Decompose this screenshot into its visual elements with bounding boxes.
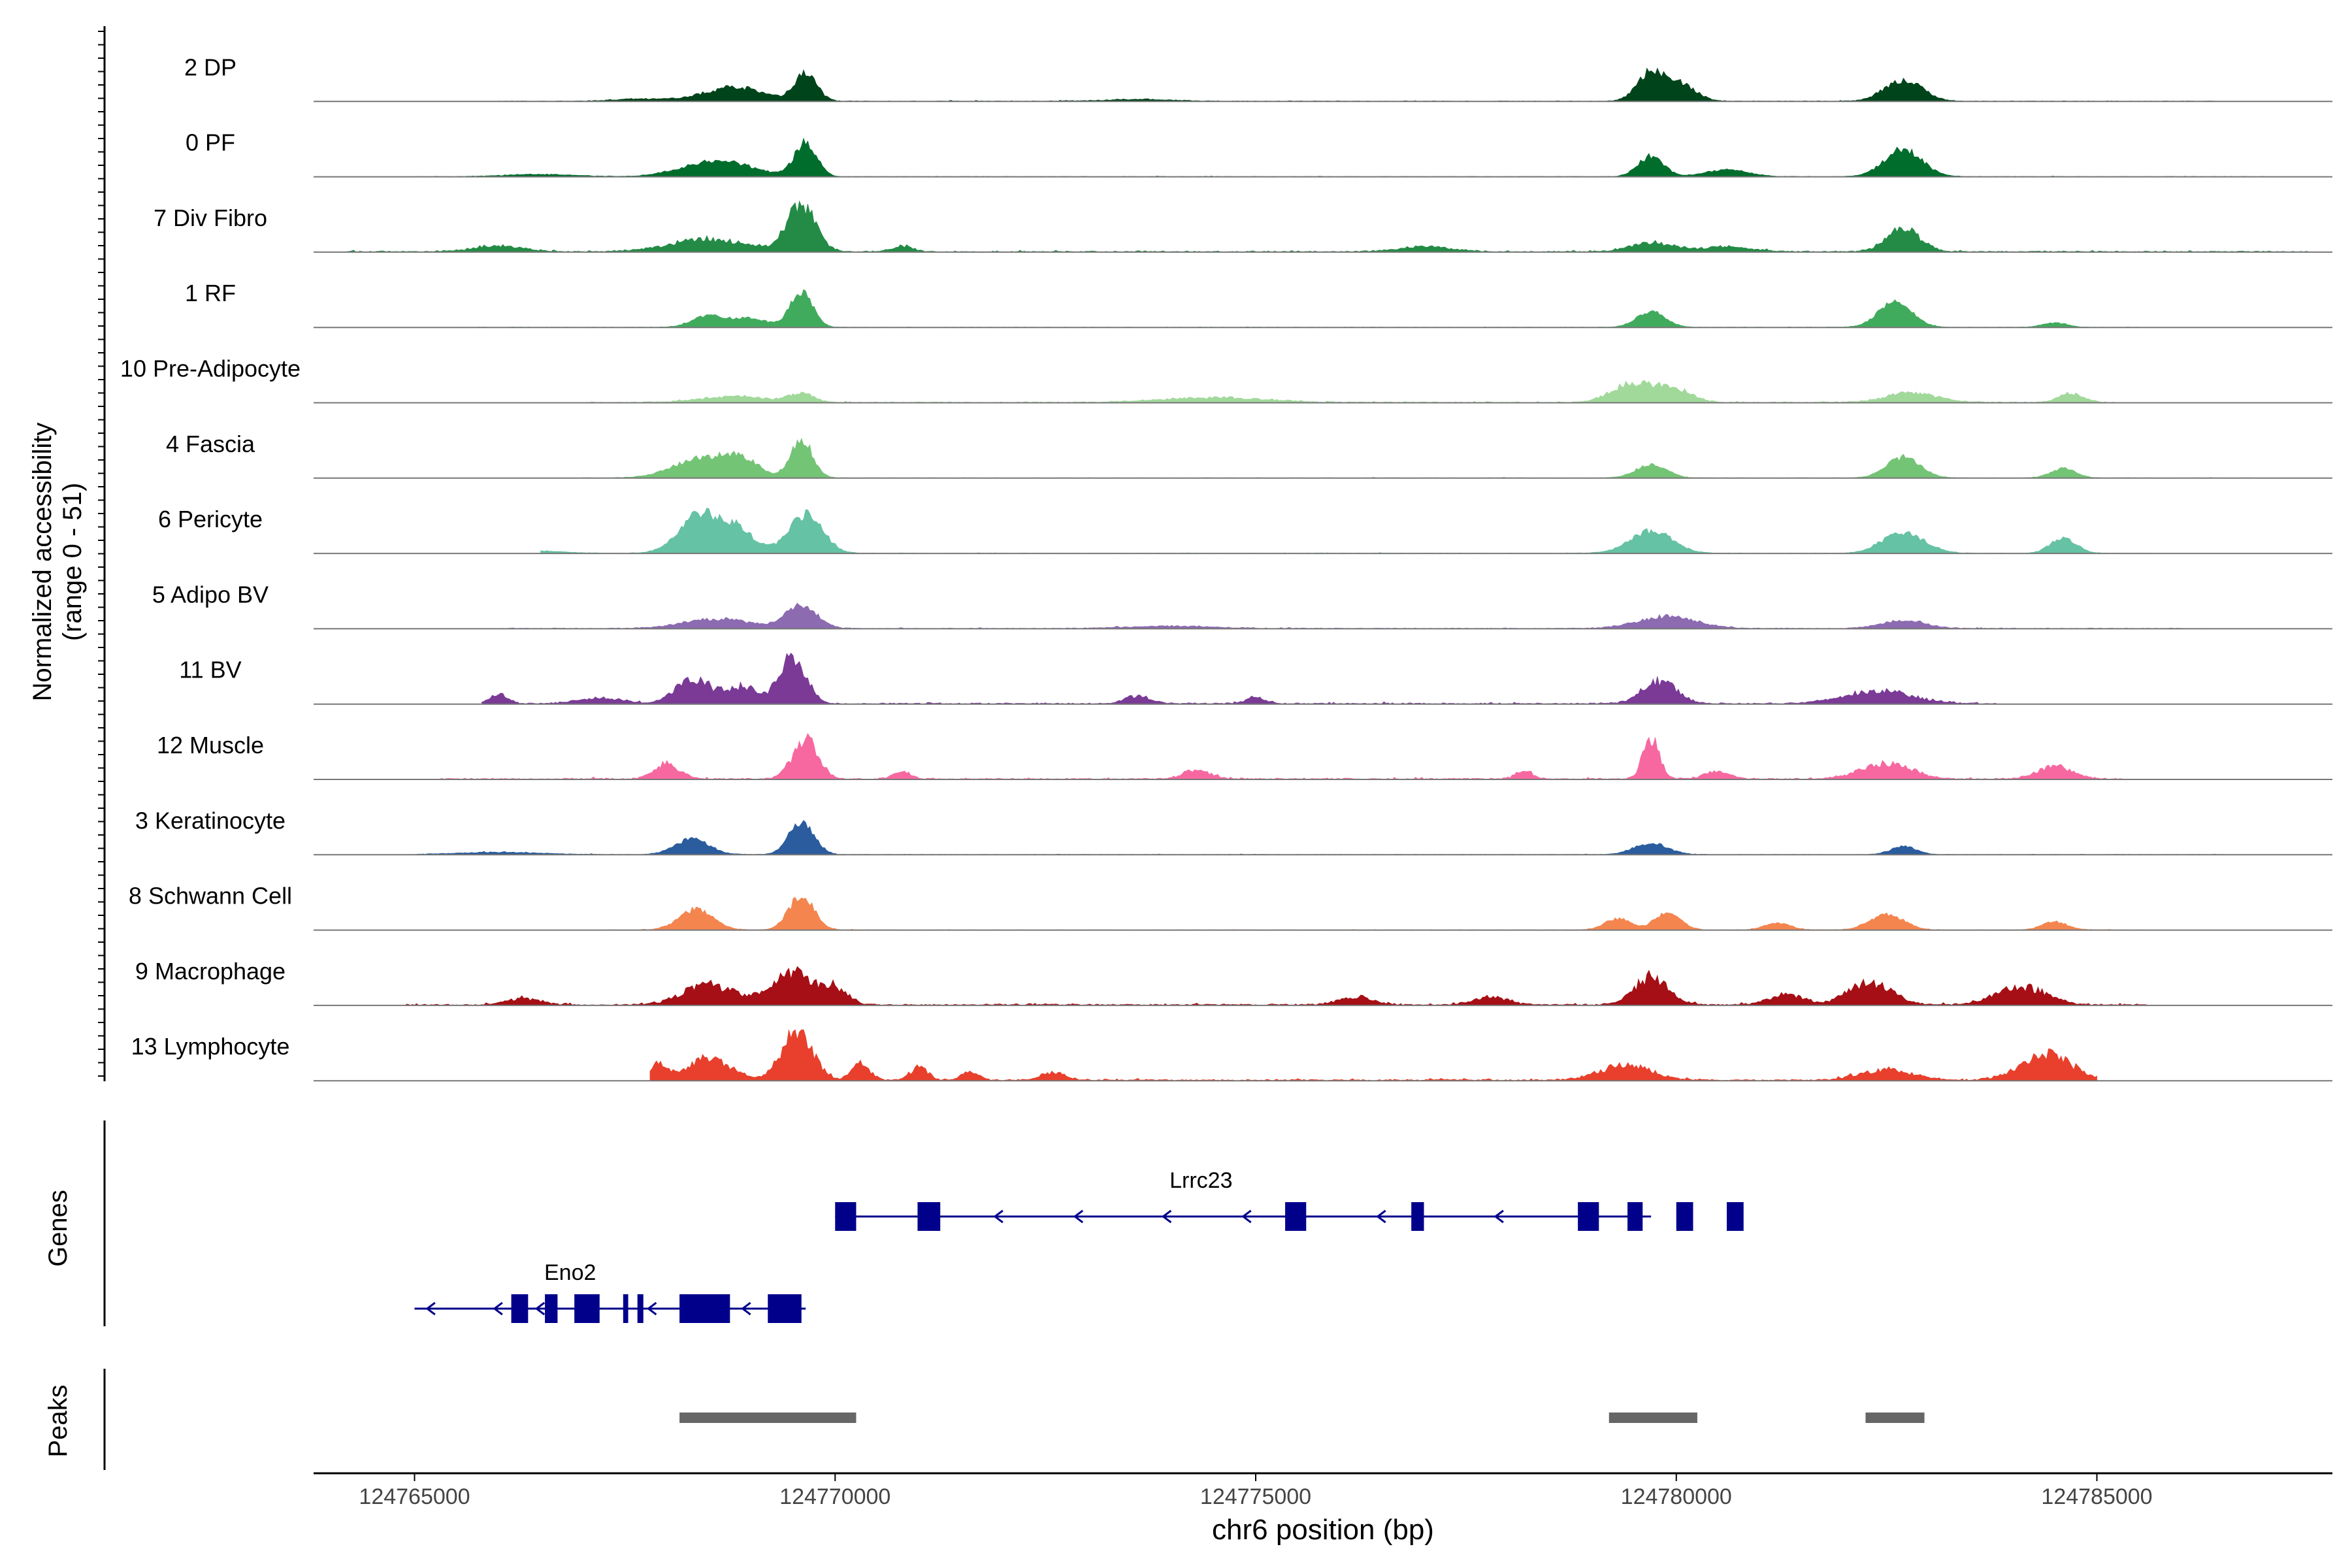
track-label: 1 RF xyxy=(185,280,236,306)
track-label: 12 Muscle xyxy=(157,732,264,759)
track-coverage-area xyxy=(498,602,2207,629)
track: 9 Macrophage xyxy=(135,958,2332,1006)
x-tick-label: 124780000 xyxy=(1621,1484,1732,1509)
genes-panel-label: Genes xyxy=(44,1190,73,1267)
strand-arrow xyxy=(1073,1209,1084,1224)
track: 5 Adipo BV xyxy=(152,581,2332,630)
exon xyxy=(1727,1202,1744,1231)
strand-arrow xyxy=(425,1301,436,1316)
track: 0 PF xyxy=(186,129,2332,178)
strand-arrow xyxy=(1494,1209,1504,1224)
peaks-panel-label: Peaks xyxy=(44,1384,73,1457)
y-axis-label: Normalized accessibility xyxy=(28,423,57,702)
track-label: 4 Fascia xyxy=(166,431,255,457)
track-coverage-area xyxy=(498,67,2215,102)
track-label: 11 BV xyxy=(179,657,241,683)
x-axis: 124765000 124770000 124775000 124780000 1247… xyxy=(314,1472,2332,1509)
track-coverage-area xyxy=(439,732,2123,780)
track: 4 Fascia xyxy=(166,431,2332,479)
track-coverage-area xyxy=(482,653,1997,705)
track: 2 DP xyxy=(184,54,2332,103)
track: 3 Keratinocyte xyxy=(135,807,2332,856)
exon xyxy=(768,1294,802,1323)
peak-region xyxy=(1865,1413,1925,1423)
track-label: 0 PF xyxy=(186,129,235,156)
track-coverage-area xyxy=(456,289,2140,328)
exon xyxy=(835,1202,857,1231)
exon xyxy=(511,1294,529,1323)
track-coverage-area xyxy=(582,380,2114,403)
track-coverage-area xyxy=(540,507,2148,554)
track-label: 9 Macrophage xyxy=(135,958,286,985)
track-label: 3 Keratinocyte xyxy=(135,807,286,834)
peaks-panel xyxy=(103,1369,1925,1470)
x-axis-title: chr6 position (bp) xyxy=(1212,1514,1434,1546)
exon xyxy=(1627,1202,1643,1231)
track-label: 2 DP xyxy=(184,54,237,80)
panel-labels: Normalized accessibility (range 0 - 51) … xyxy=(28,423,1434,1546)
exon xyxy=(1676,1202,1693,1231)
exon xyxy=(1411,1202,1424,1231)
exon xyxy=(1285,1202,1307,1231)
gene: Lrrc23 xyxy=(835,1168,1744,1231)
exon xyxy=(917,1202,941,1231)
exon xyxy=(545,1294,558,1323)
y-axis-range-label: (range 0 - 51) xyxy=(58,483,87,641)
track-label: 13 Lymphocyte xyxy=(131,1033,290,1060)
exon xyxy=(574,1294,600,1323)
track: 12 Muscle xyxy=(157,732,2332,780)
exon xyxy=(1578,1202,1599,1231)
track-label: 5 Adipo BV xyxy=(152,581,269,608)
exon xyxy=(679,1294,730,1323)
track: 6 Pericyte xyxy=(158,506,2332,555)
track-coverage-area xyxy=(582,438,2266,479)
strand-arrow xyxy=(646,1301,657,1316)
track: 13 Lymphocyte xyxy=(131,1029,2332,1082)
x-tick-label: 124770000 xyxy=(779,1484,890,1509)
strand-arrow xyxy=(1376,1209,1386,1224)
x-tick-label: 124765000 xyxy=(359,1484,470,1509)
track-coverage-area xyxy=(406,966,2148,1006)
track-coverage-area xyxy=(414,820,2224,855)
track: 1 RF xyxy=(185,280,2332,329)
x-tick-label: 124785000 xyxy=(2041,1484,2152,1509)
track-coverage-area xyxy=(608,896,2140,931)
track-label: 7 Div Fibro xyxy=(154,204,267,231)
gene-annotation-panel: Lrrc23 Eno2 xyxy=(103,1120,1744,1326)
strand-arrow xyxy=(1161,1209,1172,1224)
accessibility-tracks: 2 DP 0 PF 7 Div Fibro 1 RF 10 Pre-Adipocyte 4… xyxy=(98,26,2332,1082)
peak-region xyxy=(1609,1413,1697,1423)
track-label: 8 Schwann Cell xyxy=(129,883,292,909)
exon xyxy=(637,1294,644,1323)
strand-arrow xyxy=(534,1301,546,1316)
x-tick-label: 124775000 xyxy=(1200,1484,1311,1509)
strand-arrow xyxy=(993,1209,1004,1224)
strand-arrow xyxy=(493,1301,503,1316)
gene-name: Lrrc23 xyxy=(1169,1168,1232,1193)
strand-arrow xyxy=(1241,1209,1252,1224)
track: 11 BV xyxy=(179,653,2332,705)
track: 7 Div Fibro xyxy=(154,200,2332,253)
track-label: 10 Pre-Adipocyte xyxy=(120,355,301,382)
gene-name: Eno2 xyxy=(544,1260,596,1285)
peak-region xyxy=(679,1413,857,1423)
track: 8 Schwann Cell xyxy=(129,883,2332,931)
gene: Eno2 xyxy=(414,1260,806,1323)
track-label: 6 Pericyte xyxy=(158,506,263,532)
track: 10 Pre-Adipocyte xyxy=(120,355,2332,404)
exon xyxy=(623,1294,629,1323)
strand-arrow xyxy=(741,1301,751,1316)
track-coverage-area xyxy=(649,1029,2097,1081)
track-coverage-area xyxy=(414,137,2266,178)
track-coverage-area xyxy=(347,200,2308,253)
